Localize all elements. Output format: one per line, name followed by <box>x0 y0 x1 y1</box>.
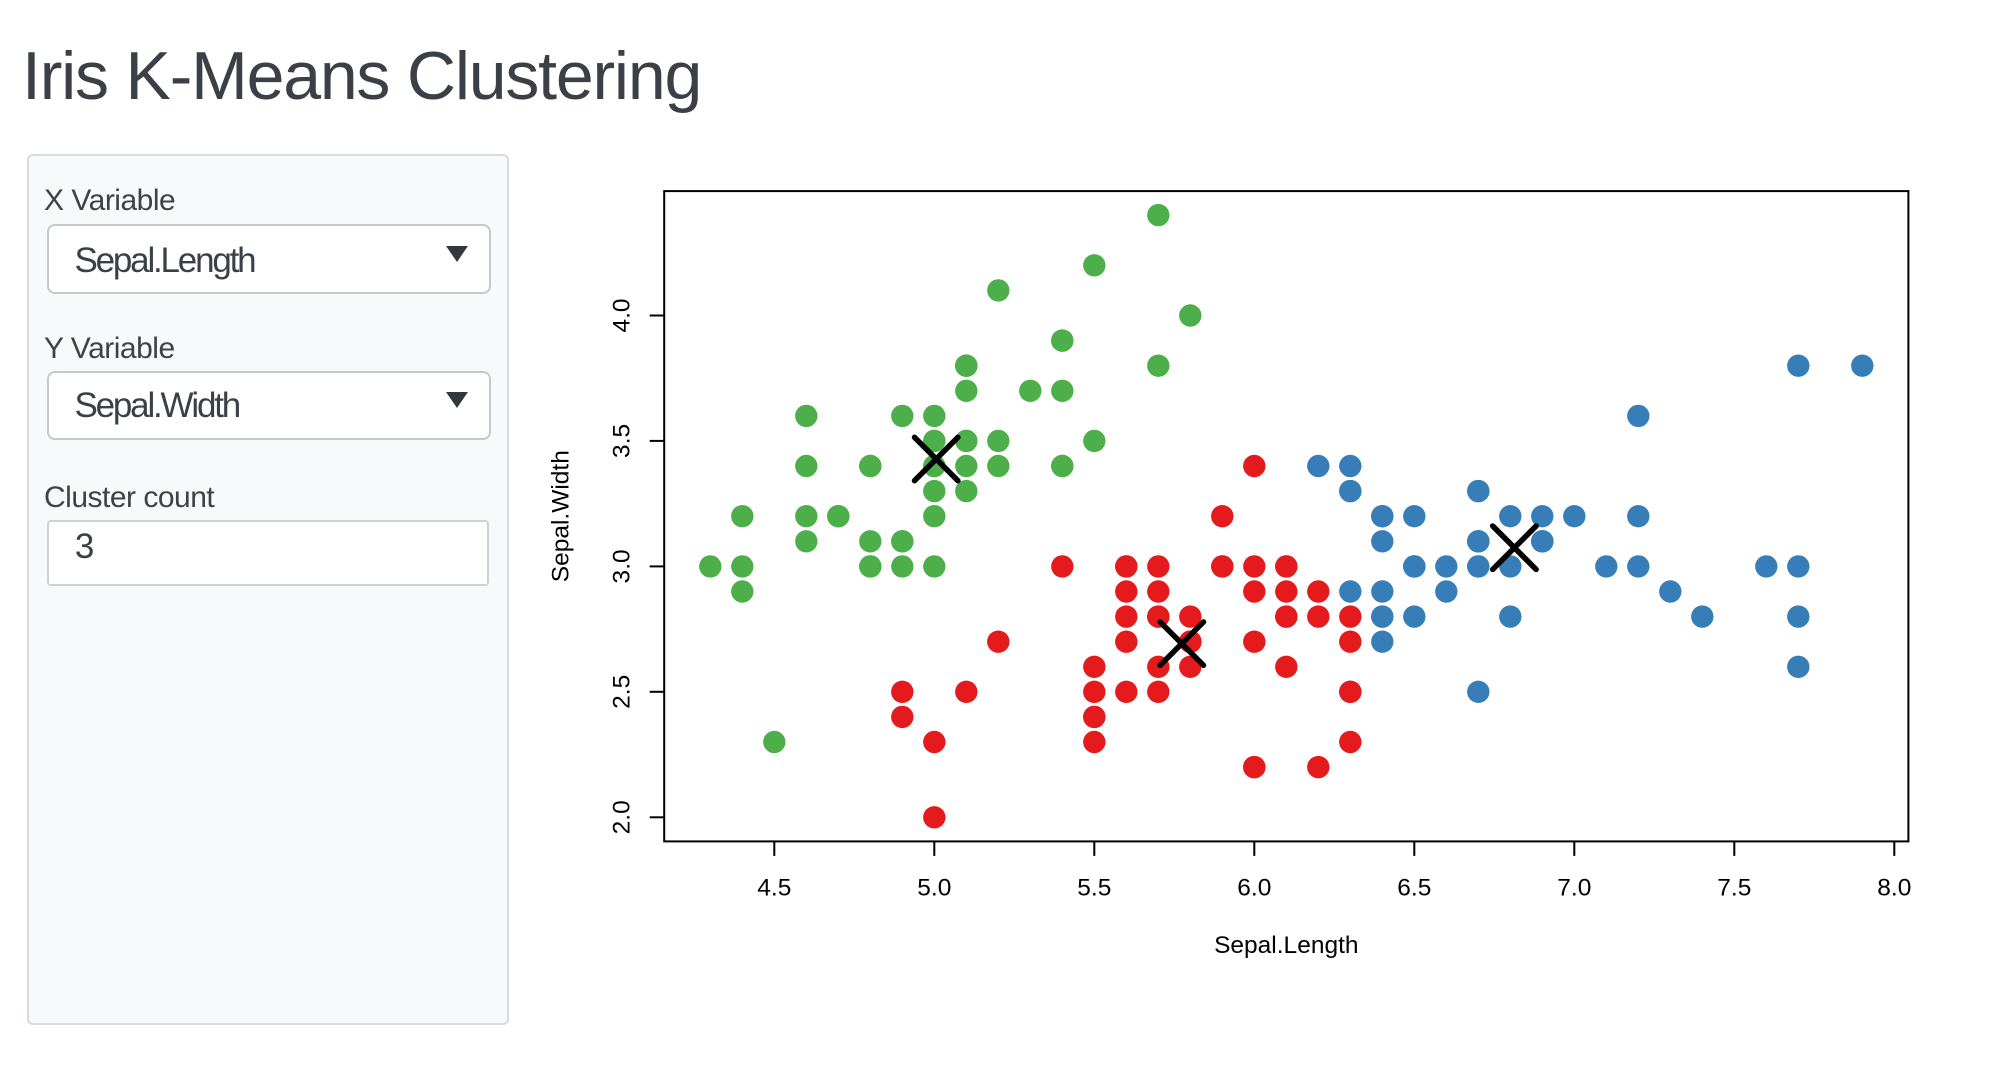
svg-text:5.0: 5.0 <box>917 875 951 902</box>
svg-text:6.5: 6.5 <box>1397 875 1431 902</box>
svg-text:7.0: 7.0 <box>1557 875 1591 902</box>
svg-text:2.0: 2.0 <box>609 800 636 834</box>
svg-text:2.5: 2.5 <box>609 675 636 709</box>
svg-text:Sepal.Width: Sepal.Width <box>548 450 575 582</box>
svg-text:5.5: 5.5 <box>1077 875 1111 902</box>
svg-text:7.5: 7.5 <box>1717 875 1751 902</box>
svg-text:3.0: 3.0 <box>609 549 636 583</box>
svg-text:3.5: 3.5 <box>609 424 636 458</box>
svg-text:Sepal.Length: Sepal.Length <box>1214 932 1358 959</box>
svg-text:6.0: 6.0 <box>1237 875 1271 902</box>
svg-text:4.0: 4.0 <box>609 298 636 332</box>
svg-text:4.5: 4.5 <box>757 875 791 902</box>
svg-text:8.0: 8.0 <box>1877 875 1911 902</box>
